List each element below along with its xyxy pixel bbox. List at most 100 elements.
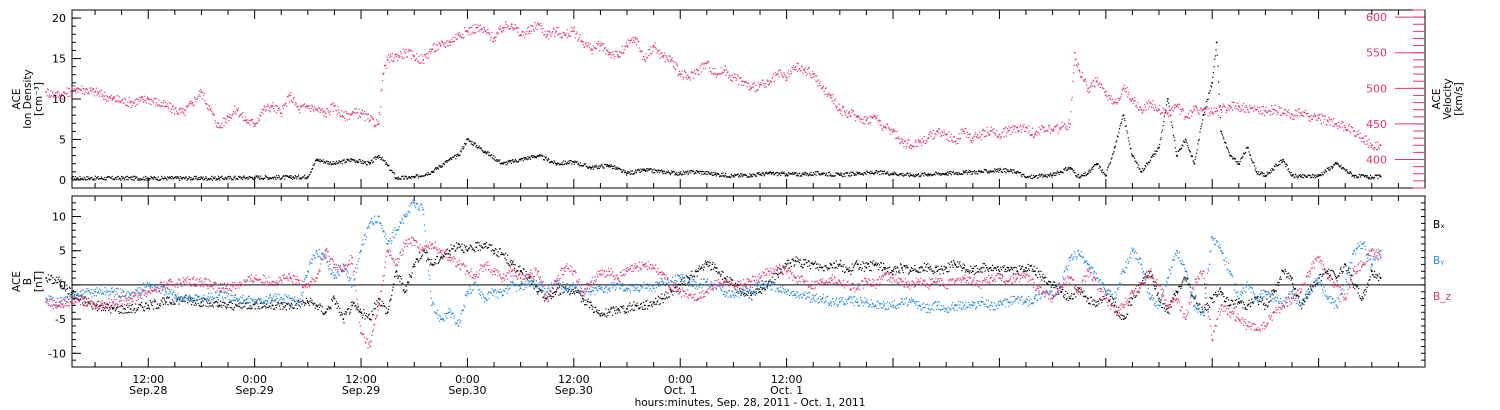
velocity-sample [122,98,124,100]
velocity-sample [778,76,780,78]
density-sample [191,179,194,181]
velocity-sample [1051,128,1053,130]
density-axis-tick-label-2: 10 [52,93,66,106]
density-sample [1249,154,1252,157]
density-sample [1195,156,1197,158]
velocity-sample [867,117,869,119]
velocity-sample [783,73,786,76]
density-sample [1259,174,1261,176]
field-0-sample [603,312,605,314]
density-sample [758,171,760,174]
velocity-sample [1178,104,1181,106]
velocity-sample [398,56,400,58]
velocity-sample [204,103,207,105]
density-sample [1137,164,1140,166]
density-sample [606,165,608,167]
field-0-sample [472,249,475,251]
velocity-sample [604,46,606,49]
velocity-sample [512,29,514,31]
velocity-sample [309,105,311,107]
density-sample [323,162,325,164]
field-0-sample [59,285,61,287]
velocity-sample [1315,115,1317,117]
density-sample [252,178,254,180]
density-sample [118,178,120,180]
density-sample [787,171,790,174]
density-sample [549,161,551,163]
velocity-sample [154,97,156,99]
density-sample [872,172,874,175]
density-sample [432,170,434,172]
velocity-sample [248,119,250,122]
density-sample [399,178,401,180]
field-0-sample [122,305,124,307]
field-0-sample [49,278,51,281]
velocity-sample [842,105,844,107]
velocity-sample [624,45,626,48]
field-0-sample [229,301,231,303]
density-sample [912,175,914,177]
density-sample [994,168,996,170]
density-sample [684,171,687,173]
field-0-sample [296,302,298,305]
density-sample [1179,148,1181,150]
field-0-sample [257,308,259,310]
velocity-sample [1328,116,1330,119]
velocity-point [1238,105,1240,107]
velocity-sample [344,117,346,120]
density-sample [217,178,219,180]
field-0-sample [127,306,129,309]
velocity-sample [76,88,78,91]
density-sample [925,174,928,176]
field-0-sample [114,310,117,312]
density-sample [731,175,733,177]
field-0-sample [197,303,199,305]
density-sample [1170,115,1172,117]
velocity-sample [1079,71,1081,73]
density-sample [607,165,609,167]
field-0-sample [269,302,272,304]
velocity-sample [1274,104,1276,106]
velocity-sample [545,36,547,39]
velocity-sample [1169,114,1171,116]
density-point [608,164,611,167]
velocity-sample [758,86,760,88]
density-sample [170,178,172,180]
density-sample [1327,167,1329,169]
density-sample [233,176,235,178]
density-sample [420,175,423,177]
velocity-sample [605,49,608,51]
density-sample [744,173,746,176]
field-0-sample [357,309,359,311]
velocity-sample [406,56,409,58]
density-sample [894,173,896,175]
field-0-sample [642,308,644,310]
density-sample [561,162,563,164]
density-sample [516,161,518,163]
density-sample [1191,155,1194,157]
density-sample [1145,162,1148,164]
density-sample [632,173,634,175]
density-sample [1344,170,1347,172]
density-sample [1103,171,1105,173]
velocity-sample [391,60,393,62]
field-0-sample [495,248,497,250]
density-sample [979,171,981,173]
density-sample [1374,174,1376,176]
field-0-sample [570,290,572,292]
velocity-sample [1052,128,1054,130]
velocity-sample [170,108,172,110]
velocity-sample [1210,107,1213,110]
density-sample [480,147,482,149]
field-0-sample [224,302,226,304]
density-sample [142,178,144,180]
velocity-point [58,94,61,97]
density-sample [489,155,492,157]
density-sample [1036,174,1038,177]
velocity-sample [884,126,887,128]
field-0-point [413,263,416,266]
velocity-sample [657,49,659,52]
density-sample [481,149,483,151]
field-0-sample [334,303,336,305]
density-sample [709,173,712,175]
